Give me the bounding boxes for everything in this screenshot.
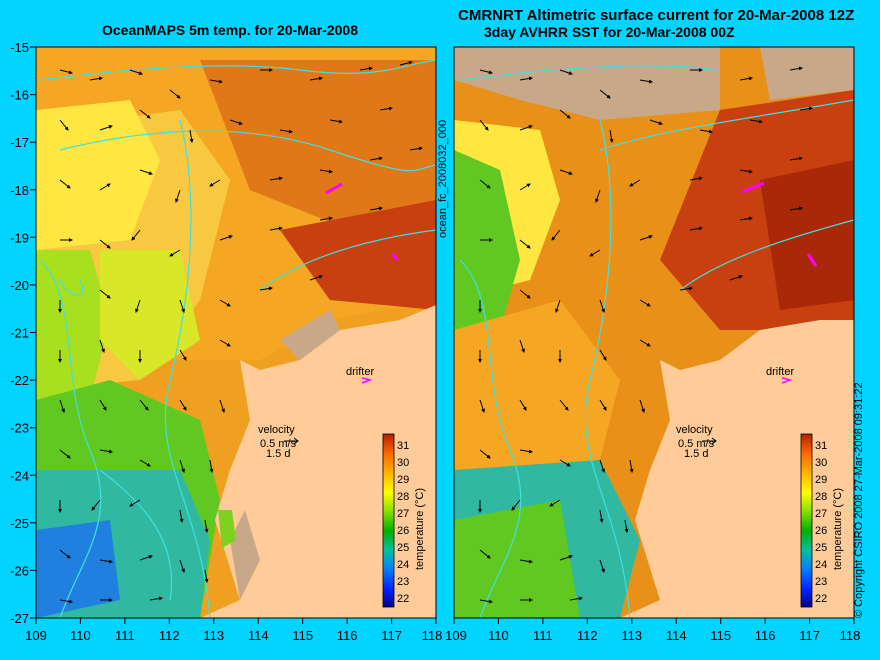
colorbar-tick: 29: [815, 474, 827, 486]
colorbar-tick: 22: [815, 593, 827, 605]
colorbar-title: temperature (°C): [832, 488, 844, 570]
colorbar-tick: 23: [397, 576, 409, 588]
y-tick-label: -25: [10, 516, 29, 531]
velocity-label: velocity: [258, 424, 295, 436]
left-map-title: OceanMAPS 5m temp. for 20-Mar-2008: [102, 22, 358, 38]
x-tick-label: 112: [577, 628, 598, 643]
y-tick-label: -18: [10, 183, 29, 198]
velocity-scale-arrow: [284, 437, 299, 445]
x-tick-label: 115: [710, 628, 731, 643]
colorbar-tick: 31: [397, 440, 409, 452]
right-map-subtitle: 3day AVHRR SST for 20-Mar-2008 00Z: [484, 24, 735, 40]
duration-label: 1.5 d: [266, 448, 290, 460]
colorbar-tick: 28: [397, 491, 409, 503]
colorbar-tick: 31: [815, 440, 827, 452]
colorbar-right: 31 30 29 28 27 26 25 24 23 22 temperatur…: [800, 433, 844, 608]
forecast-id-label: ocean_fc_2008032_000: [437, 119, 449, 238]
colorbar-tick: 27: [397, 508, 409, 520]
x-tick-label: 116: [337, 628, 358, 643]
left-map-panel: [36, 47, 436, 618]
copyright-label: © Copyright CSIRO 2008 27-Mar-2008 09:31…: [853, 382, 865, 618]
y-tick-label: -27: [10, 611, 29, 626]
colorbar-tick: 29: [397, 474, 409, 486]
x-tick-label: 110: [70, 628, 91, 643]
colorbar-tick: 28: [815, 491, 827, 503]
drifter-label: drifter: [766, 366, 794, 378]
colorbar-tick: 27: [815, 508, 827, 520]
colorbar-tick: 24: [397, 559, 409, 571]
colorbar-left: 31 30 29 28 27 26 25 24 23 22 temperatur…: [382, 433, 426, 608]
right-map-panel: [454, 47, 854, 618]
velocity-scale-arrow: [702, 437, 717, 445]
x-tick-label: 112: [159, 628, 180, 643]
x-tick-label: 113: [203, 628, 224, 643]
colorbar-tick: 30: [815, 457, 827, 469]
x-tick-label: 110: [488, 628, 509, 643]
y-tick-label: -16: [10, 88, 29, 103]
colorbar-tick: 23: [815, 576, 827, 588]
y-tick-label: -17: [10, 135, 29, 150]
velocity-label: velocity: [676, 424, 713, 436]
y-tick-label: -15: [10, 40, 29, 55]
x-tick-label: 116: [755, 628, 776, 643]
colorbar-tick: 26: [397, 525, 409, 537]
y-tick-label: -21: [10, 326, 29, 341]
colorbar-tick: 25: [815, 542, 827, 554]
x-tick-label: 114: [248, 628, 269, 643]
x-tick-label: 117: [381, 628, 402, 643]
x-tick-label: 115: [292, 628, 313, 643]
x-tick-label: 114: [666, 628, 687, 643]
x-tick-label: 111: [533, 628, 553, 643]
colorbar-tick: 22: [397, 593, 409, 605]
right-map-title: CMRNRT Altimetric surface current for 20…: [458, 7, 855, 24]
y-tick-label: -24: [10, 468, 29, 483]
y-tick-label: -22: [10, 373, 29, 388]
x-tick-label: 118: [840, 628, 861, 643]
x-tick-label: 117: [799, 628, 820, 643]
duration-label: 1.5 d: [684, 448, 708, 460]
x-tick-label: 118: [422, 628, 443, 643]
y-tick-label: -23: [10, 421, 29, 436]
colorbar-tick: 25: [397, 542, 409, 554]
colorbar-title: temperature (°C): [414, 488, 426, 570]
x-tick-label: 111: [115, 628, 135, 643]
y-tick-label: -20: [10, 278, 29, 293]
y-tick-label: -26: [10, 563, 29, 578]
drifter-label: drifter: [346, 366, 374, 378]
x-tick-label: 109: [445, 628, 467, 643]
y-tick-label: -19: [10, 230, 29, 245]
colorbar-tick: 26: [815, 525, 827, 537]
colorbar-tick: 30: [397, 457, 409, 469]
x-tick-label: 109: [25, 628, 47, 643]
x-tick-label: 113: [621, 628, 642, 643]
colorbar-tick: 24: [815, 559, 827, 571]
